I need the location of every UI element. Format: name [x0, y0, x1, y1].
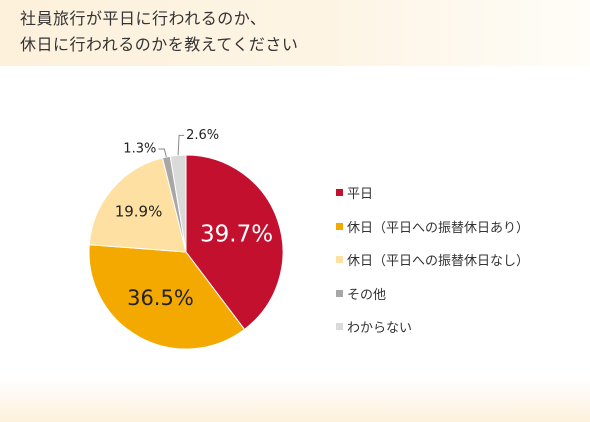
legend: 平日 休日（平日への振替休日あり） 休日（平日への振替休日なし） その他 わから…	[336, 176, 529, 344]
label-holiday-without-substitute: 19.9%	[115, 202, 163, 220]
legend-swatch	[336, 323, 343, 331]
title-band	[0, 0, 590, 66]
legend-label: 休日（平日への振替休日なし）	[347, 254, 530, 270]
pie-slices	[88, 154, 284, 350]
label-weekday: 39.7%	[200, 222, 273, 248]
leader-line	[158, 148, 167, 158]
legend-item-holiday-without-substitute: 休日（平日への振替休日なし）	[336, 243, 529, 277]
slice-weekday	[185, 154, 284, 331]
leader-line	[177, 134, 185, 156]
label-holiday-with-substitute: 36.5%	[127, 286, 194, 310]
page-title: 社員旅行が平日に行われるのか、 休日に行われるのかを教えてください	[20, 6, 298, 58]
slice-holiday-without-substitute	[88, 157, 187, 253]
title-line-2: 休日に行われるのかを教えてください	[20, 35, 299, 54]
legend-item-other: その他	[336, 277, 529, 311]
label-unknown: 2.6%	[186, 128, 219, 143]
legend-item-holiday-with-substitute: 休日（平日への振替休日あり）	[336, 210, 529, 244]
data-labels: 39.7% 36.5% 19.9% 1.3% 2.6%	[115, 128, 273, 310]
legend-label: その他	[347, 287, 387, 303]
label-other: 1.3%	[123, 142, 156, 157]
label-leader-lines	[158, 134, 185, 158]
slice-holiday-with-substitute	[88, 244, 246, 350]
legend-label: 休日（平日への振替休日あり）	[347, 220, 530, 236]
legend-item-weekday: 平日	[336, 176, 529, 210]
title-line-1: 社員旅行が平日に行われるのか、	[20, 9, 267, 28]
legend-label: わからない	[347, 321, 413, 337]
legend-swatch	[336, 256, 343, 264]
legend-swatch	[336, 222, 343, 230]
legend-swatch	[336, 289, 343, 297]
legend-item-unknown: わからない	[336, 310, 529, 344]
legend-label: 平日	[347, 187, 374, 203]
bottom-band	[0, 378, 590, 422]
legend-swatch	[336, 189, 343, 197]
